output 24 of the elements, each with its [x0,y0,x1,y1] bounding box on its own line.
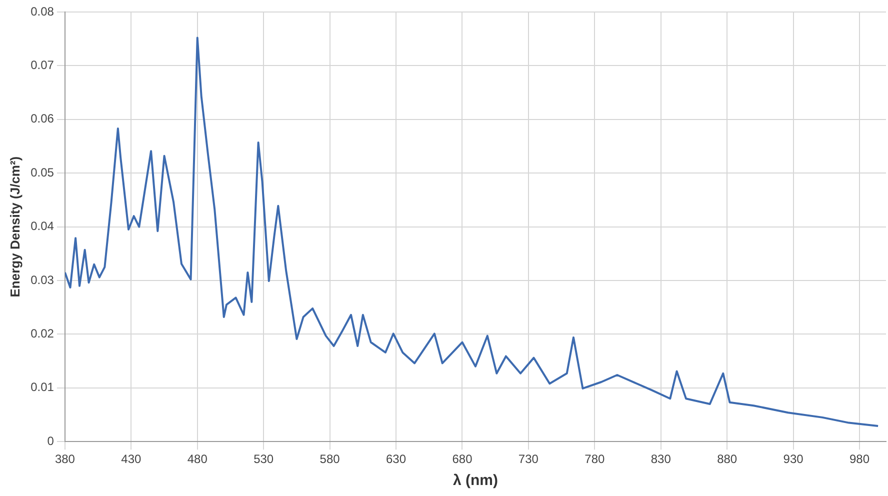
x-tick-label: 380 [54,452,76,466]
x-tick-label: 780 [584,452,605,466]
x-tick-label: 530 [254,452,274,466]
x-tick-label: 830 [650,452,672,466]
x-tick-label: 580 [320,452,340,466]
x-tick-label: 630 [386,452,406,466]
y-tick-label: 0 [47,434,54,448]
y-tick-label: 0.06 [30,112,54,126]
y-tick-label: 0.02 [30,326,54,341]
x-tick-label: 680 [452,452,473,466]
x-tick-label: 880 [717,452,738,466]
x-tick-label: 730 [518,452,539,466]
y-tick-label: 0.07 [30,58,54,72]
x-tick-label: 480 [187,452,208,466]
x-tick-label: 930 [783,452,804,466]
y-tick-label: 0.01 [30,380,54,394]
y-axis-title: Energy Density (J/cm²) [7,156,22,298]
x-axis-title: λ (nm) [452,472,498,490]
y-tick-label: 0.05 [30,165,54,180]
y-tick-label: 0.08 [30,4,54,18]
x-tick-label: 430 [121,452,142,466]
y-tick-label: 0.04 [30,219,54,234]
y-tick-label: 0.03 [30,272,54,287]
x-tick-label: 980 [850,452,870,466]
